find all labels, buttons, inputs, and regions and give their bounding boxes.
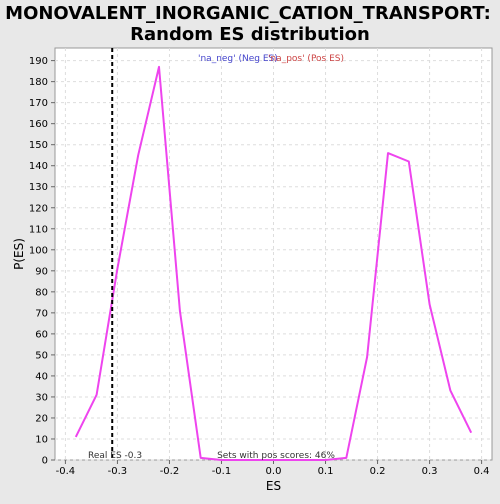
legend-pos-label: 'na_pos' (Pos ES) — [268, 54, 344, 64]
y-tick-label: 70 — [35, 308, 48, 319]
chart-title: MONOVALENT_INORGANIC_CATION_TRANSPORT: — [5, 3, 491, 24]
y-tick-label: 120 — [29, 203, 48, 214]
y-tick-label: 130 — [29, 182, 48, 193]
x-tick-label: 0.1 — [318, 466, 334, 477]
y-tick-label: 60 — [35, 329, 48, 340]
y-tick-label: 100 — [29, 245, 48, 256]
legend-neg-label: 'na_neg' (Neg ES) — [198, 54, 278, 64]
y-tick-label: 40 — [35, 371, 48, 382]
reference-line-label: Real ES -0.3 — [88, 451, 142, 461]
y-tick-label: 80 — [35, 287, 48, 298]
chart-subtitle: Random ES distribution — [130, 24, 370, 45]
y-tick-label: 180 — [29, 77, 48, 88]
x-tick-label: -0.3 — [108, 466, 128, 477]
x-tick-label: 0.3 — [422, 466, 438, 477]
y-axis-label: P(ES) — [12, 238, 26, 270]
y-tick-label: 10 — [35, 434, 48, 445]
x-tick-label: 0.2 — [370, 466, 386, 477]
pos-scores-annotation: Sets with pos scores: 46% — [217, 451, 335, 461]
y-tick-label: 0 — [42, 456, 48, 467]
y-tick-label: 30 — [35, 392, 48, 403]
y-tick-label: 150 — [29, 140, 48, 151]
x-tick-label: -0.4 — [56, 466, 76, 477]
y-tick-label: 170 — [29, 98, 48, 109]
x-tick-label: -0.1 — [212, 466, 232, 477]
x-tick-label: -0.2 — [160, 466, 180, 477]
legend: 'na_neg' (Neg ES)'na_pos' (Pos ES) — [198, 54, 344, 64]
y-tick-label: 20 — [35, 413, 48, 424]
x-axis-label: ES — [266, 479, 281, 493]
y-tick-label: 190 — [29, 56, 48, 67]
y-tick-label: 160 — [29, 119, 48, 130]
y-tick-label: 90 — [35, 266, 48, 277]
x-tick-label: 0.4 — [474, 466, 490, 477]
y-tick-label: 50 — [35, 350, 48, 361]
x-tick-label: 0.0 — [266, 466, 282, 477]
y-tick-label: 110 — [29, 224, 48, 235]
y-tick-label: 140 — [29, 161, 48, 172]
